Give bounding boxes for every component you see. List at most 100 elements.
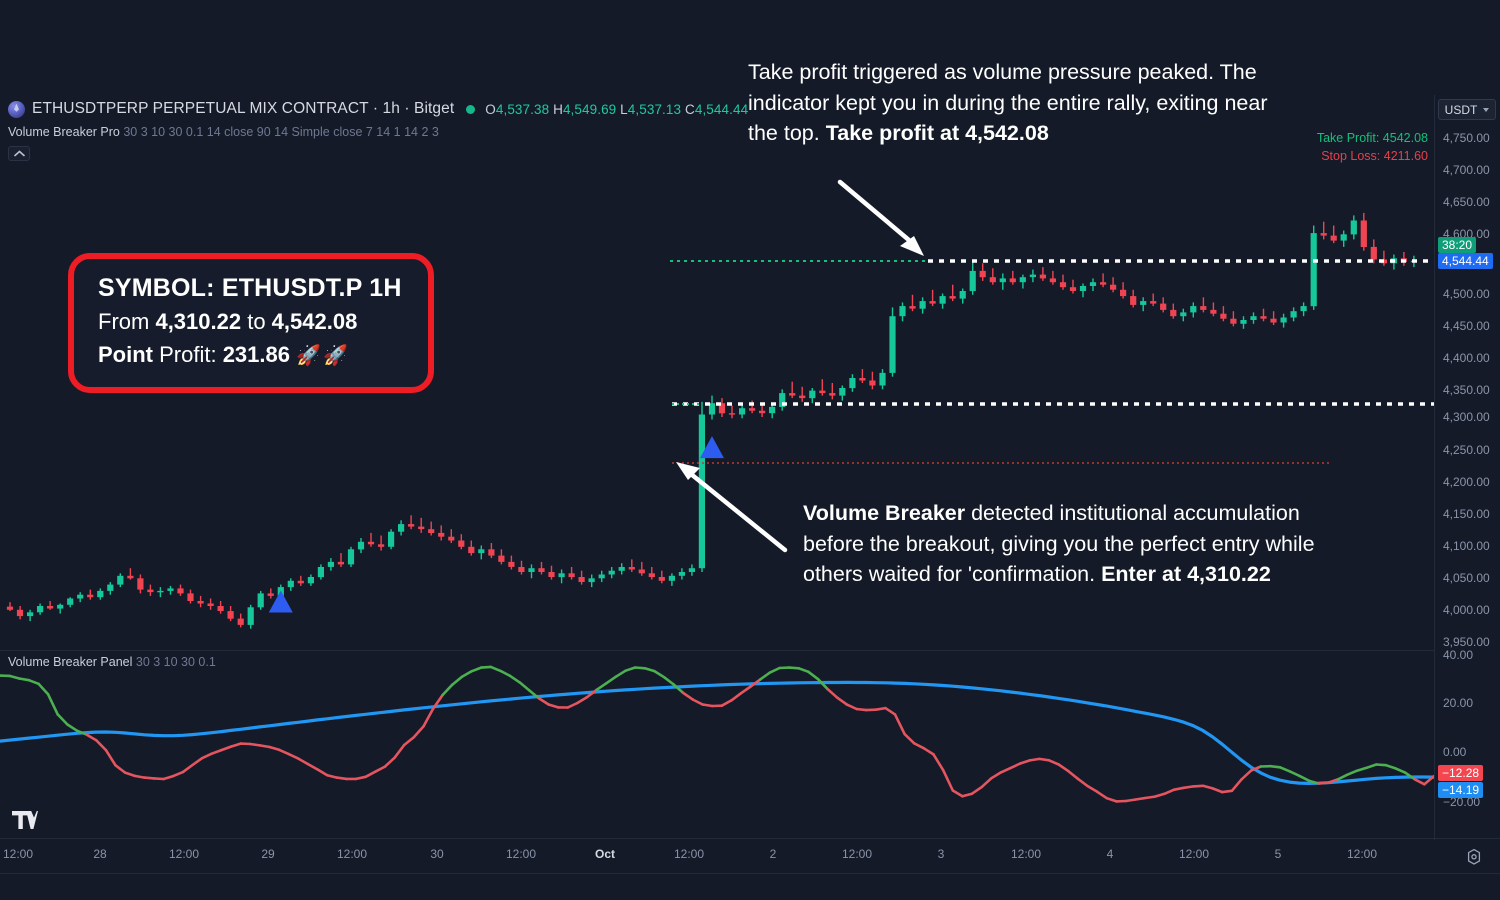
take-profit-annotation: Take profit triggered as volume pressure…: [748, 57, 1278, 149]
time-tick: 12:00: [2, 847, 34, 861]
pane-separator[interactable]: [0, 650, 1434, 651]
price-tick: 4,750.00: [1443, 131, 1490, 145]
countdown-badge: 38:20: [1438, 237, 1477, 253]
panel-tick: 20.00: [1443, 696, 1474, 710]
time-tick: 12:00: [1178, 847, 1210, 861]
open-label: O: [485, 101, 496, 117]
low-label: L: [620, 101, 628, 117]
indicator-args: 30 3 10 30 0.1 14 close 90 14 Simple clo…: [123, 125, 439, 139]
annotation-bottom-text: Volume Breaker detected institutional ac…: [803, 498, 1348, 590]
price-scale[interactable]: USDT 4,750.00 4,700.00 4,650.00 4,600.00 4,5…: [1434, 95, 1500, 840]
price-tick: 4,450.00: [1443, 319, 1490, 333]
time-axis-top-border: [0, 838, 1500, 839]
time-axis-bottom-border: [0, 873, 1500, 874]
last-price-badge: 4,544.44: [1438, 253, 1493, 269]
panel-tick: 40.00: [1443, 648, 1474, 662]
tradingview-logo-icon: [12, 810, 38, 837]
market-status-dot: [466, 104, 476, 114]
time-tick: Oct: [594, 847, 616, 861]
take-profit-label: Take Profit: 4542.08: [1316, 131, 1428, 145]
time-tick: 12:00: [673, 847, 705, 861]
entry-annotation: Volume Breaker detected institutional ac…: [803, 498, 1348, 590]
time-tick: 29: [261, 847, 275, 861]
callout-profit-line: Point Profit: 231.86 🚀🚀: [98, 339, 408, 371]
close-label: C: [684, 101, 695, 117]
time-tick: 28: [93, 847, 107, 861]
panel-args: 30 3 10 30 0.1: [135, 655, 216, 669]
annotation-bottom-lead: Volume Breaker: [803, 501, 966, 525]
take-profit-arrow: [837, 179, 924, 256]
currency-unit-label: USDT: [1444, 102, 1478, 117]
chart-settings-button[interactable]: [1462, 845, 1486, 869]
callout-point-label: Point: [98, 342, 153, 368]
symbol-title[interactable]: ETHUSDTPERP PERPETUAL MIX CONTRACT · 1h …: [32, 100, 455, 117]
price-tick: 4,350.00: [1443, 383, 1490, 397]
price-tick: 4,150.00: [1443, 507, 1490, 521]
price-tick: 4,000.00: [1443, 603, 1490, 617]
annotation-bottom-tail: Enter at 4,310.22: [1101, 562, 1271, 587]
callout-profit-value: 231.86: [222, 342, 290, 368]
annotation-top-bold: Take profit at 4,542.08: [825, 121, 1049, 146]
callout-to-label: to: [241, 309, 272, 335]
callout-range-line: From 4,310.22 to 4,542.08: [98, 306, 408, 338]
chevron-up-icon: [13, 150, 25, 157]
ohlc-values: O4,537.38 H4,549.69 L4,537.13 C4,544.44: [485, 102, 748, 117]
time-tick: 30: [430, 847, 444, 861]
time-tick: 12:00: [336, 847, 368, 861]
chevron-down-icon: [1483, 107, 1490, 112]
time-tick: 4: [1106, 847, 1114, 861]
panel-name: Volume Breaker Panel: [8, 655, 133, 669]
price-tick: 4,700.00: [1443, 163, 1490, 177]
panel-signal-badge: −12.28: [1438, 765, 1484, 781]
time-tick: 12:00: [1346, 847, 1378, 861]
indicator-legend-row[interactable]: Volume Breaker Pro 30 3 10 30 0.1 14 clo…: [8, 125, 439, 139]
annotation-top-plain: Take profit triggered as volume pressure…: [748, 60, 1268, 146]
time-tick: 12:00: [841, 847, 873, 861]
time-tick: 12:00: [505, 847, 537, 861]
candlestick-series: [6, 212, 1417, 629]
open-value: 4,537.38: [495, 101, 550, 117]
price-tick: 4,650.00: [1443, 195, 1490, 209]
callout-to-value: 4,542.08: [271, 309, 358, 335]
collapse-legend-button[interactable]: [8, 146, 30, 161]
close-value: 4,544.44: [694, 101, 749, 117]
price-tick: 4,100.00: [1443, 539, 1490, 553]
indicator-line-series: [0, 665, 1434, 803]
price-tick: 4,500.00: [1443, 287, 1490, 301]
price-tick: 4,400.00: [1443, 351, 1490, 365]
callout-from-label: From: [98, 309, 156, 335]
high-value: 4,549.69: [562, 101, 617, 117]
price-chart-pane[interactable]: [0, 160, 1434, 640]
stop-loss-label: Stop Loss: 4211.60: [1321, 148, 1428, 163]
panel-legend-row[interactable]: Volume Breaker Panel 30 3 10 30 0.1: [8, 655, 216, 669]
indicator-name: Volume Breaker Pro: [8, 125, 120, 139]
callout-profit-label: Profit:: [153, 342, 223, 368]
gear-icon: [1467, 848, 1481, 865]
panel-tick: −20.00: [1443, 795, 1481, 809]
price-tick: 3,950.00: [1443, 635, 1490, 649]
indicator-panel-pane[interactable]: [0, 655, 1434, 835]
currency-unit-selector[interactable]: USDT: [1438, 99, 1496, 120]
trade-levels-labels: Take Profit: 4542.08 Stop Loss: 4211.60: [1317, 130, 1428, 165]
panel-baseline-badge: −14.19: [1438, 782, 1484, 798]
entry-arrow: [676, 462, 788, 553]
trade-summary-callout: SYMBOL: ETHUSDT.P 1H From 4,310.22 to 4,…: [68, 253, 434, 394]
time-tick: 3: [937, 847, 945, 861]
price-tick: 4,250.00: [1443, 443, 1490, 457]
price-tick: 4,050.00: [1443, 571, 1490, 585]
time-tick: 2: [769, 847, 777, 861]
high-label: H: [553, 101, 563, 117]
time-tick: 12:00: [168, 847, 200, 861]
callout-from-value: 4,310.22: [155, 309, 242, 335]
annotation-top-text: Take profit triggered as volume pressure…: [748, 57, 1278, 149]
price-tick: 4,300.00: [1443, 410, 1490, 424]
eth-symbol-icon: [8, 100, 25, 118]
time-tick: 5: [1274, 847, 1282, 861]
rocket-icon: 🚀🚀: [296, 345, 350, 368]
chart-header: ETHUSDTPERP PERPETUAL MIX CONTRACT · 1h …: [8, 100, 748, 118]
time-axis[interactable]: 12:00 28 12:00 29 12:00 30 12:00 Oct 12:00 2 12:00…: [0, 840, 1434, 874]
price-tick: 4,200.00: [1443, 475, 1490, 489]
time-tick: 12:00: [1010, 847, 1042, 861]
